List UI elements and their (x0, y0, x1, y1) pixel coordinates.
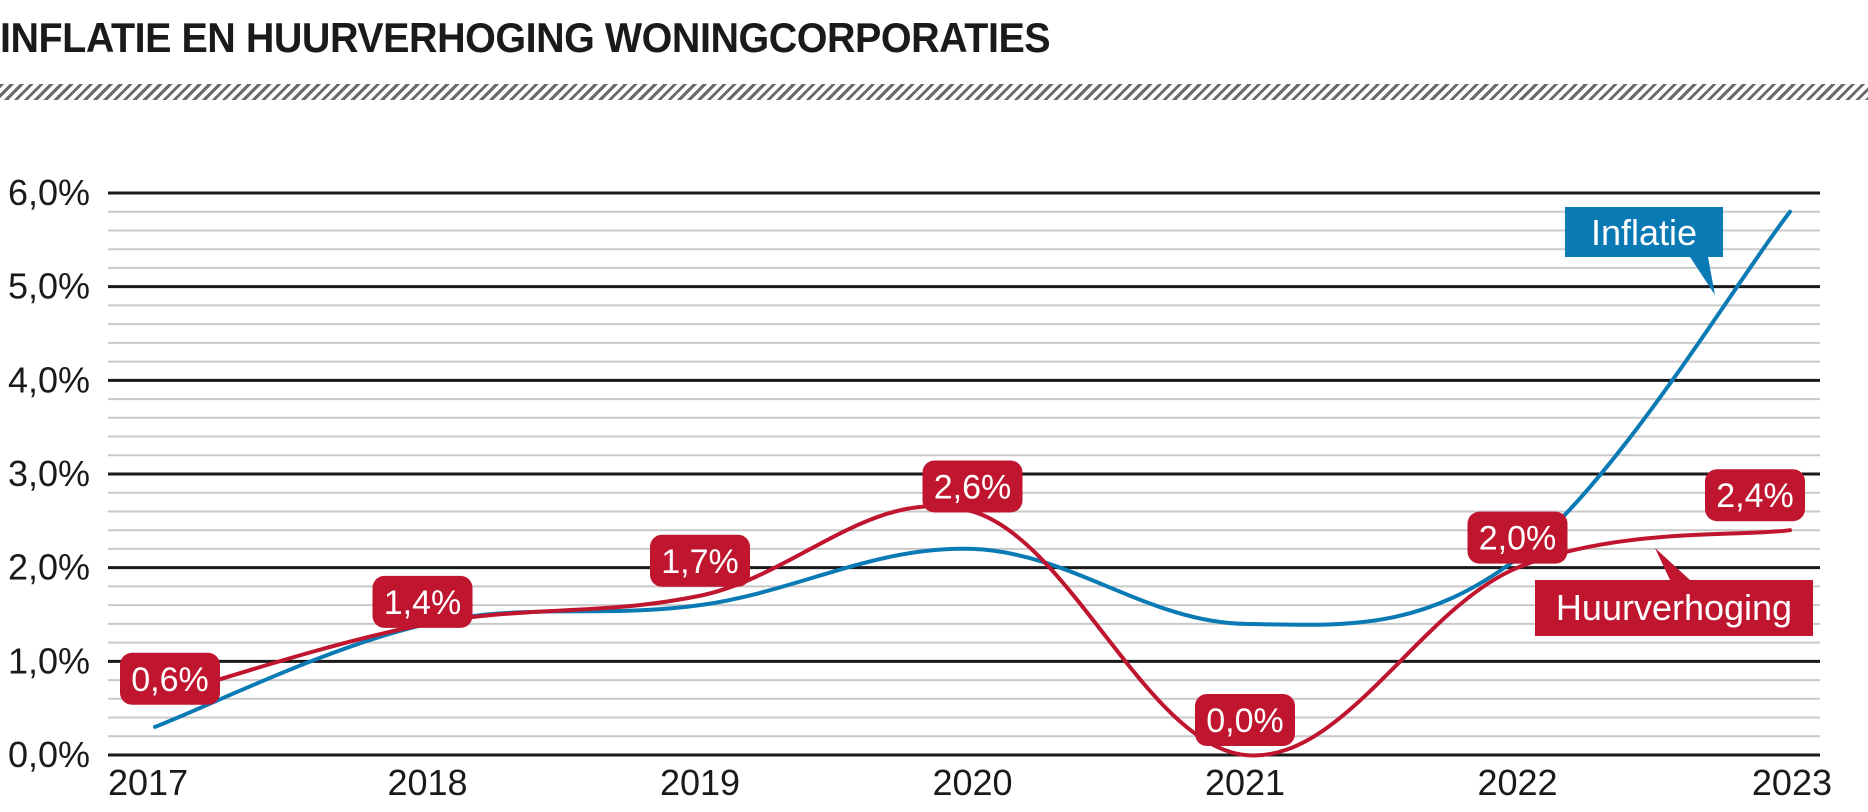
svg-text:2,6%: 2,6% (934, 468, 1012, 506)
data-label: 2,4% (1705, 469, 1805, 522)
y-tick-label: 3,0% (8, 453, 90, 494)
svg-text:Huurverhoging: Huurverhoging (1556, 587, 1792, 628)
grid (108, 191, 1820, 757)
series-name-labels: Inflatie Huurverhoging (1535, 207, 1813, 636)
x-tick-label: 2023 (1752, 762, 1832, 803)
svg-text:0,6%: 0,6% (131, 661, 209, 699)
y-tick-label: 4,0% (8, 359, 90, 400)
y-tick-label: 1,0% (8, 640, 90, 681)
y-tick-label: 2,0% (8, 547, 90, 588)
series-label-inflatie: Inflatie (1565, 207, 1723, 295)
x-tick-label: 2022 (1477, 762, 1557, 803)
x-tick-label: 2021 (1205, 762, 1285, 803)
svg-text:Inflatie: Inflatie (1591, 212, 1697, 253)
data-labels: 0,6% 1,4% 1,7% 2,6% 0,0% 2,0% 2,4% (120, 460, 1805, 746)
y-tick-label: 6,0% (8, 172, 90, 213)
svg-text:1,7%: 1,7% (661, 543, 739, 581)
y-tick-label: 0,0% (8, 734, 90, 775)
x-tick-label: 2018 (387, 762, 467, 803)
series-label-huurverhoging: Huurverhoging (1535, 548, 1813, 636)
chart-title: INFLATIE EN HUURVERHOGING WONINGCORPORAT… (0, 14, 1051, 61)
svg-text:1,4%: 1,4% (384, 584, 462, 622)
data-label: 1,7% (650, 534, 750, 587)
svg-text:2,4%: 2,4% (1716, 477, 1794, 515)
svg-text:2,0%: 2,0% (1479, 520, 1557, 558)
data-label: 0,0% (1195, 694, 1295, 746)
x-tick-label: 2020 (932, 762, 1012, 803)
title-divider (0, 84, 1868, 100)
y-tick-label: 5,0% (8, 266, 90, 307)
svg-text:0,0%: 0,0% (1206, 702, 1284, 740)
data-label: 1,4% (372, 575, 473, 628)
x-tick-label: 2017 (108, 762, 188, 803)
data-label: 2,6% (922, 460, 1023, 513)
y-axis-ticks: 0,0% 1,0% 2,0% 3,0% 4,0% 5,0% 6,0% (8, 172, 90, 775)
x-axis-ticks: 2017 2018 2019 2020 2021 2022 2023 (108, 762, 1832, 803)
x-tick-label: 2019 (660, 762, 740, 803)
data-label: 2,0% (1467, 511, 1568, 564)
data-label: 0,6% (120, 652, 220, 705)
